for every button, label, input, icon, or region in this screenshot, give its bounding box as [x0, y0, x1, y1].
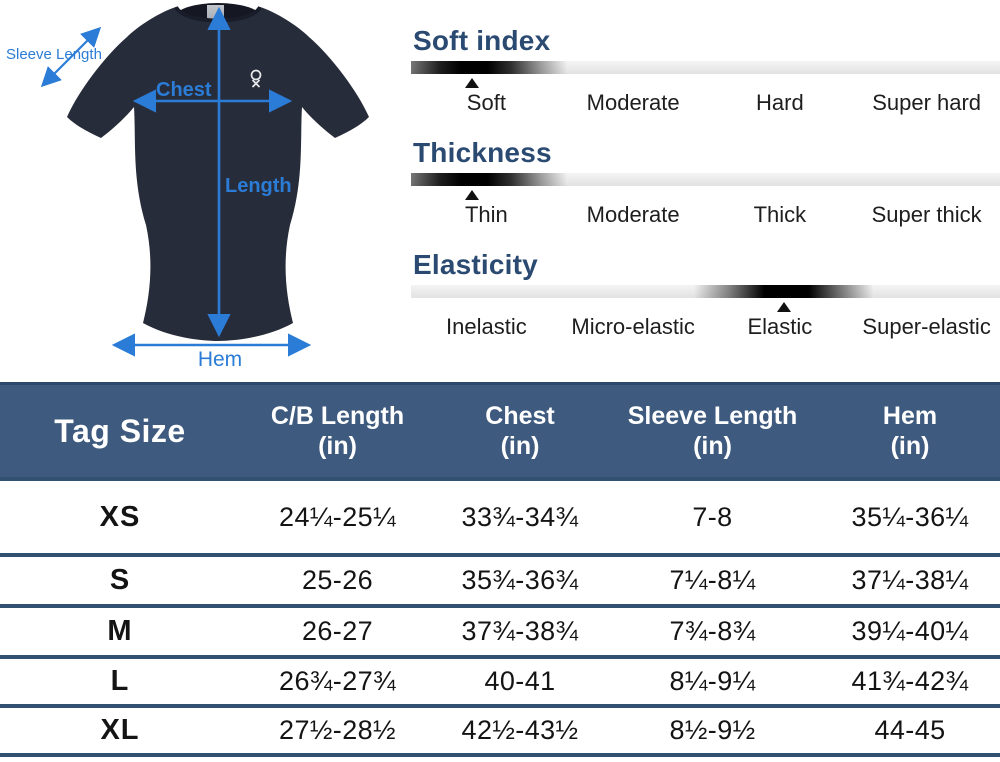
- column-header-label: Chest: [485, 402, 555, 430]
- scale-thickness: Thickness Thin Moderate Thick Super thic…: [400, 136, 1000, 228]
- cell-size: XS: [99, 500, 141, 533]
- scale-marker-row: [411, 74, 1000, 89]
- cell-chest: 33¾-34¾: [461, 501, 579, 532]
- cell-hem: 44-45: [874, 715, 946, 745]
- scale-level: Inelastic: [446, 314, 527, 339]
- column-header-unit: (in): [890, 432, 930, 460]
- length-label: Length: [225, 175, 292, 197]
- column-header-label: Sleeve Length: [627, 402, 798, 430]
- table-row-s: S 25-26 35¾-36¾ 7¼-8¼ 37¼-38¼: [0, 557, 1000, 608]
- scale-level: Moderate: [586, 90, 680, 115]
- table-row-xs: XS 24¼-25¼ 33¾-34¾ 7-8 35¼-36¼: [0, 481, 1000, 557]
- column-header-unit: (in): [318, 432, 357, 460]
- cell-sleeve-length: 8¼-9¼: [669, 666, 756, 696]
- cell-hem: 35¼-36¼: [851, 501, 969, 532]
- cell-chest: 42½-43½: [461, 715, 579, 745]
- scale-gradient-bar: [411, 173, 1000, 186]
- column-header-hem: Hem (in): [820, 401, 1000, 461]
- cell-hem: 41¾-42¾: [851, 666, 969, 696]
- sleeve-length-arrow: [40, 26, 102, 88]
- cell-size: L: [110, 665, 130, 697]
- scale-levels: Thin Moderate Thick Super thick: [413, 202, 1000, 228]
- cell-sleeve-length: 7¾-8¾: [669, 616, 756, 646]
- cell-cb-length: 26¾-27¾: [279, 666, 396, 696]
- scale-gradient-bar: [411, 61, 1000, 74]
- scale-level: Thin: [464, 202, 508, 227]
- cell-hem: 37¼-38¼: [851, 565, 969, 595]
- cell-sleeve-length: 8½-9½: [669, 715, 756, 745]
- scale-title: Soft index: [413, 25, 551, 56]
- column-header-tag-size: Tag Size: [0, 412, 240, 450]
- cell-sleeve-length: 7-8: [692, 501, 733, 532]
- scale-level: Soft: [466, 90, 506, 115]
- scale-level: Moderate: [586, 202, 680, 227]
- scale-level: Elastic: [747, 314, 813, 339]
- scale-title: Elasticity: [413, 249, 538, 280]
- cell-cb-length: 24¼-25¼: [279, 501, 396, 532]
- table-row-l: L 26¾-27¾ 40-41 8¼-9¼ 41¾-42¾: [0, 659, 1000, 708]
- brand-logo-icon: [250, 69, 262, 88]
- marker-arrow-icon: [465, 78, 480, 88]
- scale-levels: Soft Moderate Hard Super hard: [413, 90, 1000, 116]
- hem-label: Hem: [197, 348, 243, 371]
- table-header-row: Tag Size C/B Length (in) Chest (in) Slee…: [0, 382, 1000, 481]
- scale-elasticity: Elasticity Inelastic Micro-elastic Elast…: [400, 248, 1000, 340]
- table-row-m: M 26-27 37¾-38¾ 7¾-8¾ 39¼-40¼: [0, 608, 1000, 659]
- marker-arrow-icon: [777, 302, 792, 312]
- scale-levels: Inelastic Micro-elastic Elastic Super-el…: [413, 314, 1000, 340]
- scale-level: Super-elastic: [862, 314, 991, 339]
- marker-arrow-icon: [465, 190, 480, 200]
- cell-cb-length: 25-26: [301, 565, 374, 595]
- scale-marker-row: [411, 298, 1000, 313]
- scale-title: Thickness: [413, 137, 552, 168]
- chest-label: Chest: [156, 79, 212, 101]
- cell-chest: 40-41: [484, 666, 556, 696]
- cell-sleeve-length: 7¼-8¼: [669, 565, 756, 595]
- column-header-label: Hem: [882, 402, 938, 430]
- scale-level: Super hard: [872, 90, 982, 115]
- cell-size: XL: [100, 714, 140, 746]
- column-header-unit: (in): [500, 432, 540, 460]
- scale-soft-index: Soft index Soft Moderate Hard Super hard: [400, 24, 1000, 116]
- cell-cb-length: 26-27: [301, 616, 374, 646]
- shirt-graphic: [40, 3, 369, 357]
- cell-chest: 37¾-38¾: [461, 616, 579, 646]
- scale-marker-row: [411, 186, 1000, 201]
- shirt-measurement-figure: Sleeve Length Chest Length Hem: [0, 0, 400, 382]
- fabric-scales: Soft index Soft Moderate Hard Super hard…: [400, 0, 1000, 382]
- scale-level: Micro-elastic: [571, 314, 695, 339]
- column-header-unit: (in): [693, 432, 732, 460]
- sleeve-length-label: Sleeve Length: [6, 46, 102, 63]
- cell-size: M: [107, 615, 133, 647]
- cell-chest: 35¾-36¾: [461, 565, 579, 595]
- table-row-xl: XL 27½-28½ 42½-43½ 8½-9½ 44-45: [0, 708, 1000, 757]
- size-table: Tag Size C/B Length (in) Chest (in) Slee…: [0, 382, 1000, 757]
- cell-hem: 39¼-40¼: [851, 616, 969, 646]
- scale-gradient-bar: [411, 285, 1000, 298]
- cell-cb-length: 27½-28½: [279, 715, 396, 745]
- column-header-chest: Chest (in): [435, 401, 605, 461]
- column-header-label: Tag Size: [54, 412, 186, 449]
- scale-level: Super thick: [871, 202, 982, 227]
- column-header-cb-length: C/B Length (in): [240, 401, 435, 461]
- cell-size: S: [109, 564, 131, 596]
- column-header-label: C/B Length: [270, 402, 405, 430]
- scale-level: Thick: [753, 202, 807, 227]
- column-header-sleeve-length: Sleeve Length (in): [605, 401, 820, 461]
- scale-level: Hard: [756, 90, 804, 115]
